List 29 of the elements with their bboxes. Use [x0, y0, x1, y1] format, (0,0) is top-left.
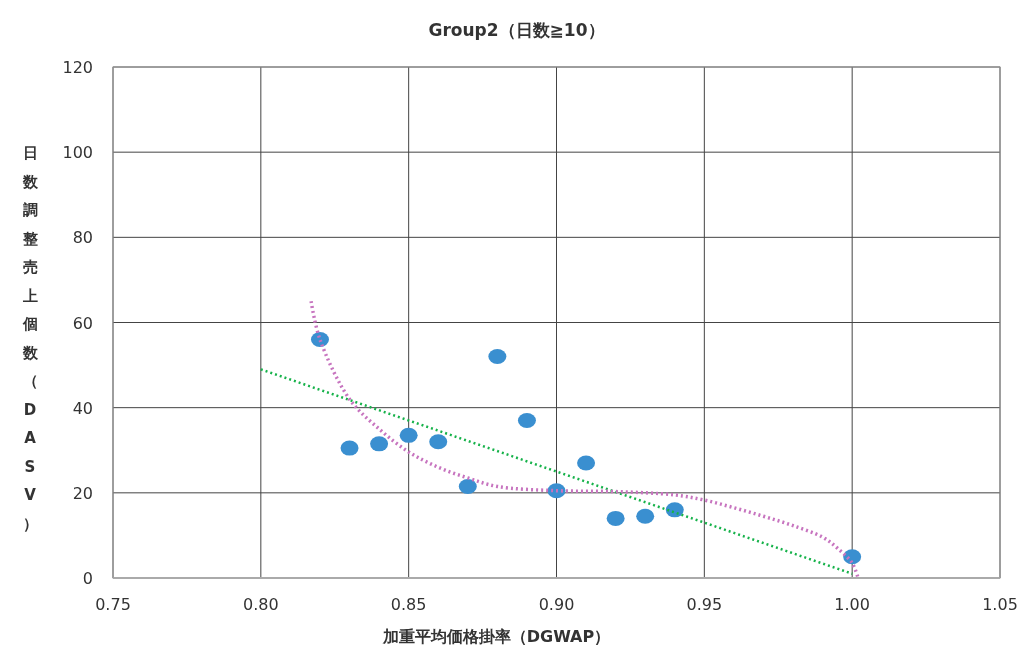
x-tick-label: 0.95	[686, 595, 723, 614]
point	[488, 349, 507, 365]
y-tick-label: 0	[82, 569, 93, 588]
x-tick-label: 0.75	[95, 595, 131, 614]
y-tick-label: 60	[72, 313, 93, 333]
point	[370, 436, 389, 452]
point	[665, 502, 684, 518]
point	[517, 412, 536, 428]
point	[399, 427, 418, 443]
x-tick-label: 0.85	[390, 595, 427, 614]
x-tick-label: 1.00	[834, 595, 870, 614]
x-axis-title: 加重平均価格掛率（DGWAP）	[381, 627, 611, 646]
y-tick-label: 40	[72, 398, 93, 418]
y-tick-label: 100	[62, 143, 93, 163]
point	[340, 440, 359, 456]
text: 日数調整売上個数（DASV）	[22, 144, 38, 533]
y-tick-label: 20	[72, 483, 93, 503]
line-series	[309, 299, 860, 580]
x-tick-label: 0.90	[538, 595, 575, 614]
x-tick-label: 1.05	[982, 595, 1018, 614]
point	[636, 508, 655, 524]
chart-title: Group2（日数≧10）	[428, 20, 605, 40]
point	[577, 455, 596, 471]
y-tick-label: 80	[72, 228, 93, 248]
y-tick-label: 120	[62, 58, 93, 77]
point	[458, 478, 477, 494]
point	[429, 434, 448, 450]
point	[606, 510, 625, 526]
x-tick-label: 0.80	[243, 595, 279, 614]
